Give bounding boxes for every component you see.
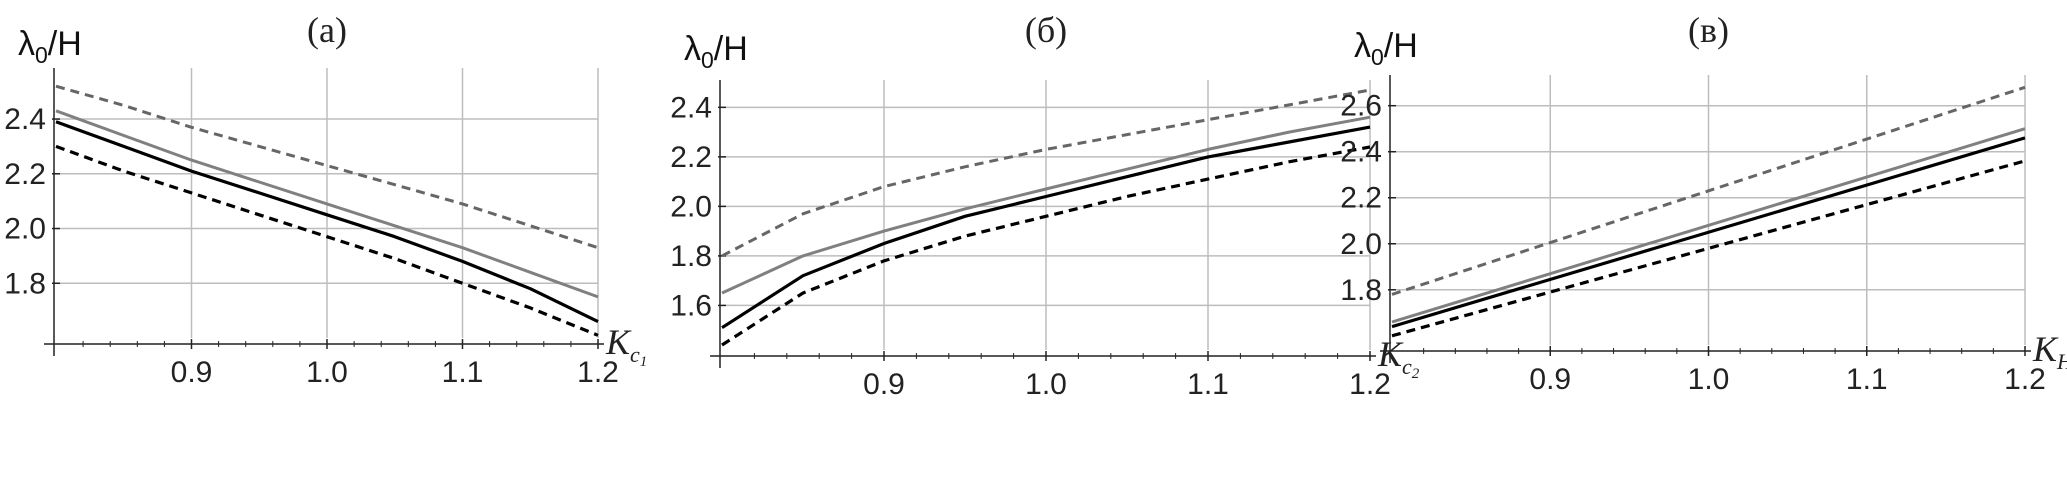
y-tick-label: 1.8: [1340, 274, 1382, 307]
x-tick-label: 1.2: [1349, 368, 1391, 401]
y-tick-label: 2.4: [1340, 136, 1382, 169]
x-tick-label: 1.2: [2004, 363, 2046, 396]
x-tick-label: 1.0: [1025, 368, 1067, 401]
series-line-0: [721, 88, 1371, 258]
series-line-0: [55, 84, 599, 250]
series-line-0: [1391, 85, 2026, 296]
series-line-2: [55, 120, 599, 324]
series-line-2: [721, 125, 1371, 330]
panel-title: (а): [307, 10, 347, 50]
y-tick-label: 1.6: [670, 289, 712, 322]
y-tick-label: 2.2: [1340, 182, 1382, 215]
panel-title: (в): [1688, 10, 1729, 50]
series-line-1: [55, 109, 599, 299]
x-tick-label: 0.9: [863, 368, 905, 401]
x-tick-label: 1.0: [1688, 363, 1730, 396]
x-tick-label: 1.1: [442, 356, 484, 389]
y-axis-label: λ0/H: [18, 25, 82, 68]
x-axis-label: Kc1: [605, 322, 647, 370]
x-tick-label: 1.1: [1846, 363, 1888, 396]
y-tick-label: 1.8: [4, 267, 46, 300]
y-tick-label: 2.0: [4, 213, 46, 246]
x-tick-label: 1.1: [1187, 368, 1229, 401]
x-tick-label: 0.9: [1529, 363, 1571, 396]
x-axis-label: KH: [2032, 329, 2067, 374]
chart-panel-2: (в) λ0/H 1.8 2.0 2.2 2.4 2.6 0.9 1.0 1.1 1.2KH: [1340, 10, 2067, 396]
series-line-2: [1391, 136, 2026, 329]
y-tick-label: 1.8: [670, 240, 712, 273]
y-tick-label: 2.6: [1340, 90, 1382, 123]
panel-title: (б): [1025, 10, 1067, 50]
y-tick-label: 2.0: [1340, 228, 1382, 261]
y-axis-label: λ0/H: [684, 30, 748, 73]
x-tick-label: 1.0: [306, 356, 348, 389]
x-tick-label: 1.2: [577, 356, 619, 389]
y-tick-label: 2.4: [4, 103, 46, 136]
y-tick-label: 2.4: [670, 91, 712, 124]
series-line-1: [721, 115, 1371, 295]
series-line-3: [55, 144, 599, 337]
series-line-1: [1391, 127, 2026, 324]
series-line-3: [721, 145, 1371, 347]
x-tick-label: 0.9: [171, 356, 213, 389]
y-axis-label: λ0/H: [1354, 27, 1418, 70]
y-tick-label: 2.2: [4, 158, 46, 191]
y-tick-label: 2.0: [670, 190, 712, 223]
y-tick-label: 2.2: [670, 141, 712, 174]
series-line-3: [1391, 159, 2026, 338]
